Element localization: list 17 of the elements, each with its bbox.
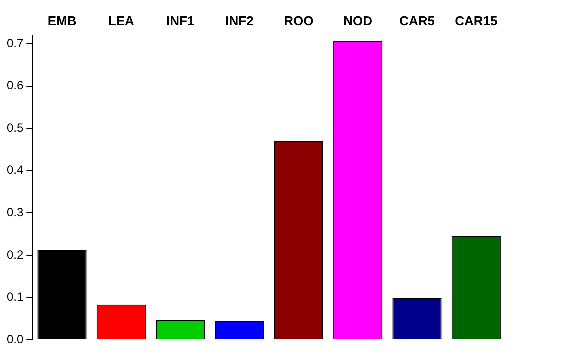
y-tick-label: 0.1 xyxy=(6,290,24,304)
x-tick-label: ROO xyxy=(284,13,314,28)
x-tick-label: INF1 xyxy=(166,13,195,28)
x-tick-label: CAR5 xyxy=(400,13,435,28)
x-tick-label: CAR15 xyxy=(455,13,498,28)
x-tick-label: EMB xyxy=(48,13,77,28)
x-tick-label: INF2 xyxy=(226,13,254,28)
y-tick-label: 0.0 xyxy=(6,332,24,346)
y-tick-label: 0.7 xyxy=(6,36,24,50)
y-tick-label: 0.6 xyxy=(6,78,24,93)
y-tick-label: 0.2 xyxy=(6,248,24,262)
bar xyxy=(38,250,87,340)
y-tick-label: 0.5 xyxy=(6,120,24,135)
x-tick-label: NOD xyxy=(344,13,373,28)
x-tick-label: LEA xyxy=(108,13,136,28)
y-tick-label: 0.4 xyxy=(6,163,24,178)
y-tick-label: 0.3 xyxy=(6,205,24,220)
